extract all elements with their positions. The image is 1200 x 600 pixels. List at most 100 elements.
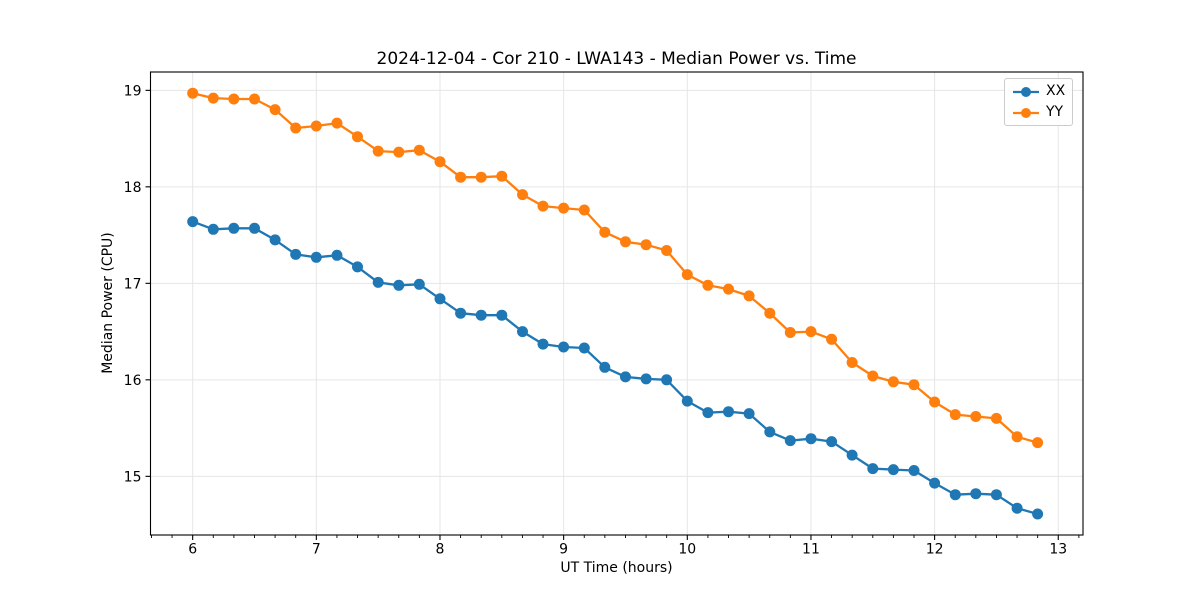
data-point-XX [413,278,425,290]
y-tick-label: 18 [124,180,142,196]
data-point-XX [496,309,508,321]
data-point-YY [702,279,714,291]
data-point-YY [1011,431,1023,443]
legend-line-sample-icon [1013,86,1039,97]
data-point-XX [578,342,590,354]
data-point-XX [558,341,570,353]
data-point-XX [908,465,920,476]
data-point-XX [949,489,961,501]
series-line-YY [191,92,1039,444]
legend-line-sample-icon [1013,107,1039,118]
data-point-YY [867,370,879,382]
data-point-YY [413,144,425,156]
data-point-XX [599,361,611,373]
data-point-XX [1011,502,1023,514]
data-point-YY [661,245,673,256]
data-point-YY [620,236,631,248]
data-point-XX [784,435,796,447]
data-point-XX [475,309,487,321]
data-point-XX [723,406,734,418]
x-tick-label: 8 [436,542,445,558]
data-point-XX [352,261,363,273]
data-point-XX [331,249,343,261]
data-point-YY [517,189,528,201]
legend-item-yy: YY [1012,103,1065,122]
data-point-YY [1032,437,1044,449]
x-tick-label: 9 [559,542,568,558]
legend: XX YY [1004,78,1074,126]
x-tick-label: 13 [1049,542,1067,558]
data-point-XX [846,449,858,461]
data-point-YY [908,379,920,391]
data-point-XX [990,489,1002,501]
data-point-YY [826,333,838,345]
y-tick-label: 17 [124,276,142,292]
data-point-XX [805,433,817,445]
data-point-YY [640,239,652,251]
data-point-XX [970,488,982,500]
data-point-YY [764,307,776,319]
data-point-XX [702,407,714,419]
y-tick-label: 19 [124,83,142,99]
chart-title: 2024-12-04 - Cor 210 - LWA143 - Median P… [376,49,857,69]
data-point-YY [187,87,199,99]
data-point-XX [681,395,693,407]
legend-label: XX [1046,83,1066,99]
data-point-YY [970,411,982,422]
x-tick-label: 11 [802,542,820,558]
axes-spines [149,71,1084,536]
data-point-YY [681,269,693,281]
data-point-YY [846,357,858,368]
data-point-XX [249,222,260,234]
data-point-YY [578,204,590,216]
data-point-XX [743,408,755,420]
data-point-YY [784,327,796,338]
data-point-YY [475,171,487,183]
data-point-XX [929,477,941,489]
data-point-YY [331,117,343,129]
data-point-XX [434,293,446,305]
legend-item-xx: XX [1012,82,1065,101]
data-point-XX [269,234,281,246]
data-point-XX [640,373,652,385]
data-point-YY [743,290,755,302]
data-point-YY [455,171,467,183]
y-axis-label: Median Power (CPU) [100,232,116,374]
data-point-YY [393,146,405,158]
data-point-YY [249,93,260,105]
x-tick-label: 10 [678,542,696,558]
data-point-YY [496,170,508,182]
data-point-YY [599,226,611,238]
data-point-YY [290,122,302,134]
data-point-XX [537,338,549,350]
data-point-XX [372,276,384,288]
data-point-XX [1032,508,1044,520]
data-point-YY [949,409,961,421]
y-tick-label: 15 [124,469,142,485]
data-point-XX [187,216,199,228]
data-point-XX [207,223,219,235]
data-point-YY [207,92,219,104]
x-axis-label: UT Time (hours) [560,560,673,576]
data-point-XX [517,326,528,338]
x-tick-label: 6 [188,542,197,558]
data-point-XX [310,251,322,263]
data-point-YY [805,326,817,338]
data-point-YY [537,200,549,212]
data-point-YY [929,396,941,408]
y-tick-label: 16 [124,373,142,389]
data-point-YY [434,156,446,168]
data-point-YY [228,93,240,105]
data-point-XX [455,307,467,319]
data-point-XX [826,436,838,448]
data-point-YY [269,104,281,116]
data-point-XX [393,279,405,291]
data-point-XX [887,464,899,476]
data-point-YY [990,412,1002,424]
data-point-YY [372,145,384,157]
data-point-YY [558,202,570,214]
x-tick-label: 12 [926,542,944,558]
data-point-YY [310,120,322,132]
x-tick-label: 7 [312,542,321,558]
